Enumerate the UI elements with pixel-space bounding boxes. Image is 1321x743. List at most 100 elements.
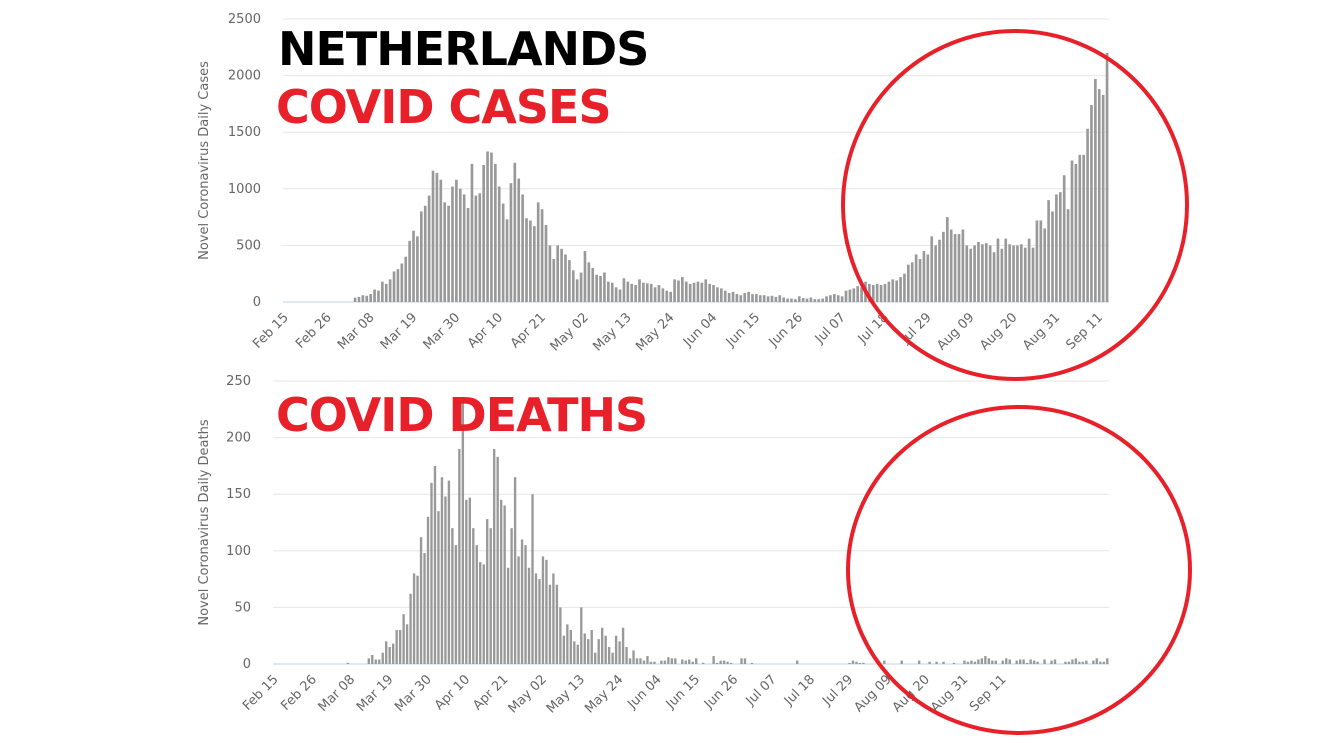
deaths-bar — [374, 659, 377, 664]
cases-bar — [1058, 192, 1062, 302]
cases-bar — [490, 152, 493, 302]
cases-bar — [1023, 247, 1027, 302]
deaths-bar — [1015, 660, 1018, 664]
deaths-bar — [862, 662, 865, 664]
cases-x-tick-label: Mar 08 — [335, 310, 378, 353]
cases-bar — [1105, 52, 1109, 303]
cases-bar — [969, 248, 973, 302]
cases-bar — [688, 283, 692, 302]
deaths-bar — [538, 579, 541, 664]
deaths-bar — [597, 639, 600, 664]
cases-bar — [1097, 89, 1101, 303]
deaths-bar — [447, 480, 451, 664]
cases-bar — [603, 272, 606, 302]
deaths-bar — [695, 658, 698, 664]
deaths-bar — [963, 660, 966, 664]
cases-bar — [1035, 220, 1039, 302]
deaths-bar — [409, 593, 412, 664]
cases-bar — [918, 258, 922, 302]
deaths-bar — [423, 553, 426, 664]
cases-bar — [961, 229, 965, 302]
deaths-bar — [702, 662, 705, 664]
deaths-x-tick-label: May 13 — [544, 672, 588, 716]
cases-x-tick-label: Aug 09 — [934, 310, 977, 353]
cases-bar — [778, 295, 782, 302]
cases-bar — [599, 275, 602, 302]
cases-bar — [758, 295, 762, 302]
deaths-bar — [1067, 661, 1071, 664]
cases-bar — [860, 287, 863, 302]
cases-y-tick-label: 2500 — [228, 12, 261, 27]
deaths-bar — [722, 660, 726, 664]
cases-bar — [856, 286, 860, 302]
deaths-x-tick-label: Jun 15 — [663, 672, 703, 712]
cases-bar — [564, 254, 567, 302]
deaths-bar — [1025, 662, 1029, 664]
cases-bar — [591, 268, 595, 302]
cases-bar — [794, 299, 797, 302]
deaths-bar — [1074, 658, 1078, 664]
deaths-x-tick-label: Aug 31 — [928, 672, 971, 715]
cases-bar — [1066, 209, 1070, 302]
cases-bar — [669, 291, 672, 302]
deaths-bar — [479, 562, 482, 664]
cases-bar — [1070, 160, 1074, 302]
cases-bar — [848, 289, 852, 302]
cases-bar — [992, 252, 996, 302]
cases-bar — [529, 220, 532, 302]
cases-bar — [755, 294, 758, 302]
cases-bar — [532, 226, 536, 302]
deaths-x-tick-label: Jul 18 — [781, 672, 818, 709]
deaths-bar — [1022, 659, 1025, 664]
cases-bar — [1047, 200, 1050, 302]
cases-bar — [942, 231, 945, 302]
deaths-bar — [600, 627, 604, 664]
cases-bar — [505, 219, 509, 302]
cases-bar — [353, 297, 357, 302]
deaths-bar — [851, 660, 855, 664]
cases-y-tick-label: 500 — [236, 238, 261, 253]
cases-bar — [400, 263, 404, 302]
cases-bar — [739, 295, 743, 302]
cases-bar — [938, 239, 941, 302]
deaths-bar — [715, 662, 719, 664]
cases-bar — [552, 258, 556, 302]
deaths-bar — [458, 448, 461, 664]
cases-bar — [474, 195, 478, 302]
cases-bar — [571, 270, 575, 302]
deaths-bar — [729, 662, 733, 664]
cases-bar — [797, 296, 801, 302]
cases-x-tick-label: Feb 26 — [293, 310, 335, 352]
deaths-bar — [1095, 658, 1098, 664]
deaths-x-tick-label: May 02 — [506, 672, 550, 716]
cases-bar — [1039, 220, 1043, 302]
cases-x-tick-label: May 13 — [590, 310, 634, 354]
deaths-bar — [1071, 659, 1074, 664]
cases-bar — [813, 299, 817, 302]
deaths-bar — [980, 658, 984, 664]
cases-bar — [486, 151, 489, 302]
cases-bar — [638, 279, 641, 302]
deaths-bar — [607, 647, 611, 664]
deaths-bar — [611, 652, 614, 664]
deaths-bar — [1092, 660, 1095, 664]
cases-bar — [1027, 238, 1031, 302]
deaths-bar — [503, 505, 506, 664]
deaths-bar — [395, 630, 398, 664]
deaths-bar — [900, 660, 903, 664]
deaths-x-tick-label: May 24 — [582, 672, 626, 716]
cases-bar — [832, 294, 836, 302]
cases-bar — [1090, 105, 1093, 302]
cases-bar — [930, 236, 934, 302]
deaths-bar — [649, 661, 653, 664]
cases-bar — [868, 283, 871, 302]
deaths-bar — [493, 448, 496, 664]
deaths-bar — [952, 662, 956, 664]
cases-bar — [786, 298, 789, 302]
deaths-bar — [555, 584, 559, 664]
cases-bar — [735, 294, 739, 302]
cases-bar — [1000, 248, 1004, 302]
cases-bar — [965, 245, 969, 302]
cases-x-tick-label: Jun 04 — [680, 310, 720, 350]
